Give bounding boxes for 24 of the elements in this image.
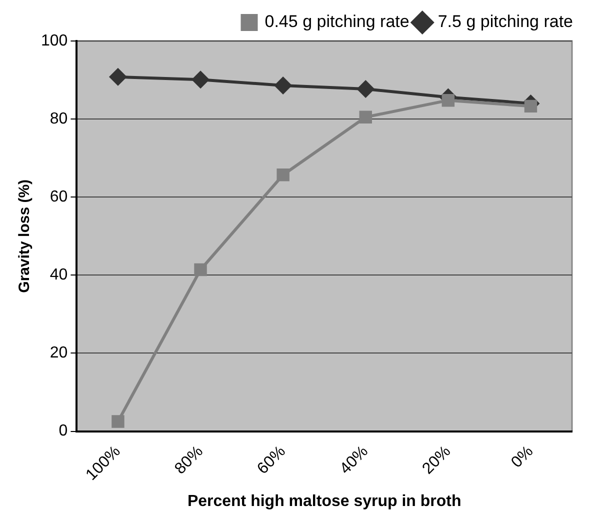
x-tick-label: 0% bbox=[508, 443, 537, 472]
y-tick-label: 80 bbox=[50, 110, 68, 128]
x-tick-label: 40% bbox=[336, 443, 372, 478]
point bbox=[359, 110, 372, 124]
x-tick-label: 80% bbox=[172, 443, 206, 478]
legend-label: 7.5 g pitching rate bbox=[438, 12, 574, 32]
y-tick-label: 100 bbox=[40, 32, 68, 50]
point bbox=[112, 415, 124, 428]
point bbox=[442, 94, 455, 107]
point bbox=[194, 263, 207, 276]
y-tick-label: 40 bbox=[50, 266, 68, 284]
x-tick-label: 60% bbox=[254, 443, 290, 478]
point bbox=[108, 68, 127, 86]
point bbox=[276, 168, 290, 182]
legend-label: 0.45 g pitching rate bbox=[264, 12, 410, 32]
point bbox=[356, 80, 375, 98]
point bbox=[192, 70, 210, 89]
point bbox=[524, 100, 538, 113]
y-tick-label: 20 bbox=[50, 344, 68, 362]
y-axis-title: Gravity loss (%) bbox=[16, 179, 34, 293]
y-tick-label: 0 bbox=[58, 422, 68, 440]
y-tick-label: 60 bbox=[50, 188, 68, 206]
point bbox=[274, 76, 292, 94]
x-axis-title: Percent high maltose syrup in broth bbox=[187, 492, 462, 510]
